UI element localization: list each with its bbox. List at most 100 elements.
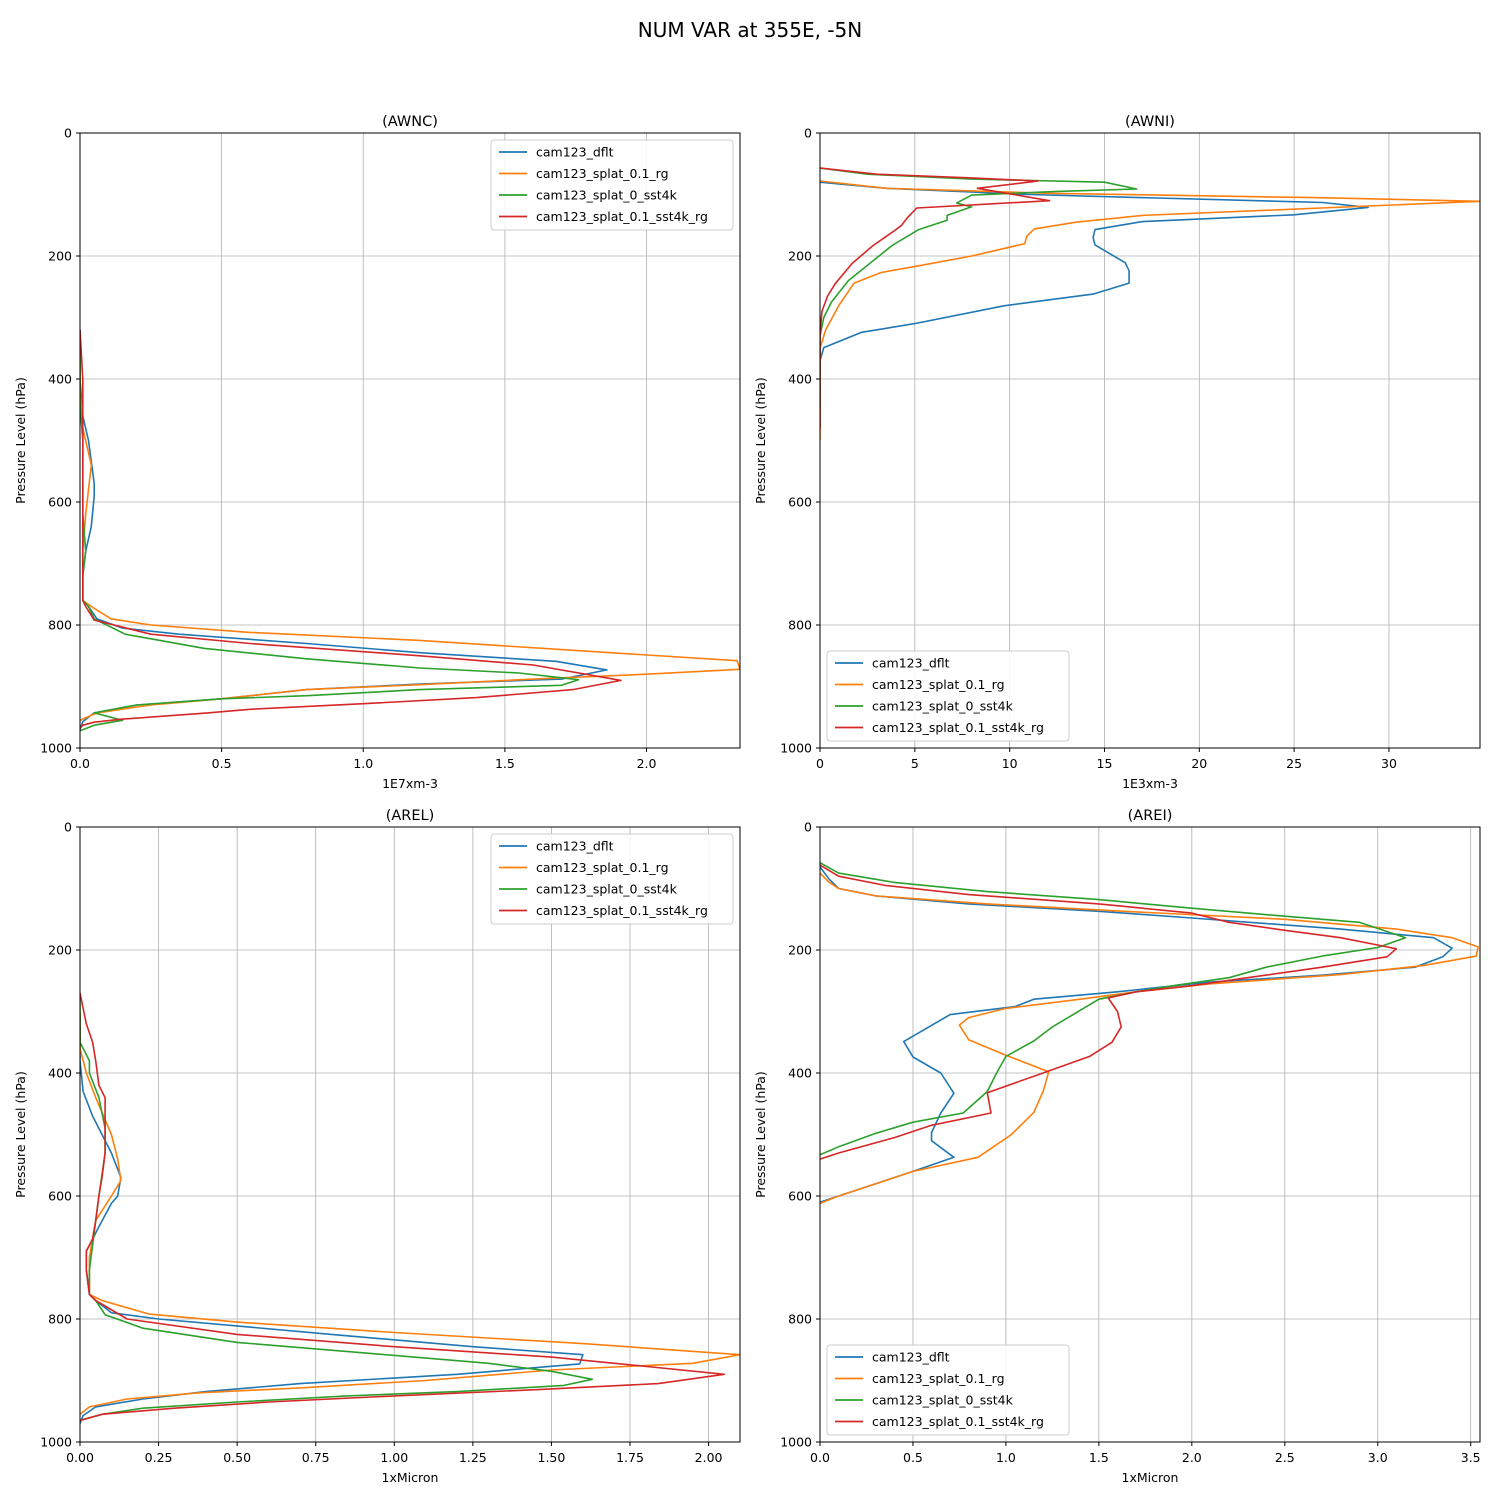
y-tick-label: 400 bbox=[48, 372, 72, 387]
x-tick-label: 25 bbox=[1286, 756, 1302, 771]
subplot-arei: 0.0 0.5 1.0 1.5 2.0 2.5 3.0 3.5 0 200 400 600 800 100… bbox=[753, 808, 1481, 1485]
series-line-cam123_splat_0.1_rg bbox=[80, 336, 740, 722]
legend: cam123_dflt cam123_splat_0.1_rg cam123_spl… bbox=[490, 139, 734, 231]
series-group bbox=[820, 167, 1480, 441]
x-tick-label: 0.5 bbox=[212, 756, 232, 771]
x-tick-label: 2.0 bbox=[637, 756, 657, 771]
legend-box bbox=[826, 650, 1070, 742]
y-axis-label: Pressure Level (hPa) bbox=[753, 1071, 768, 1198]
x-tick-label: 1.5 bbox=[495, 756, 515, 771]
axes-frame bbox=[819, 132, 1481, 749]
legend-label: cam123_splat_0.1_sst4k_rg bbox=[536, 903, 708, 918]
y-tick-label: 200 bbox=[788, 249, 812, 264]
series-line-cam123_splat_0_sst4k bbox=[80, 999, 594, 1422]
legend-label: cam123_splat_0_sst4k bbox=[872, 699, 1014, 714]
series-line-cam123_splat_0.1_sst4k_rg bbox=[80, 329, 622, 729]
x-tick-label: 0 bbox=[816, 756, 824, 771]
x-tick-label: 1.0 bbox=[996, 1450, 1016, 1465]
x-tick-label: 0.50 bbox=[223, 1450, 251, 1465]
series-line-cam123_dflt bbox=[80, 1011, 584, 1424]
x-tick-label: 1.25 bbox=[459, 1450, 487, 1465]
legend-label: cam123_dflt bbox=[872, 656, 950, 671]
x-tick-label: 0.0 bbox=[810, 1450, 830, 1465]
x-tick-label: 1.75 bbox=[616, 1450, 644, 1465]
legend-label: cam123_splat_0.1_sst4k_rg bbox=[872, 1414, 1044, 1429]
legend-label: cam123_splat_0.1_rg bbox=[872, 677, 1005, 692]
subplot-title: (AREI) bbox=[1128, 808, 1173, 824]
y-tick-label: 600 bbox=[788, 495, 812, 510]
x-axis-label: 1xMicron bbox=[1122, 1470, 1179, 1485]
axes-frame bbox=[819, 826, 1481, 1443]
legend-label: cam123_splat_0_sst4k bbox=[536, 188, 678, 203]
y-tick-label: 0 bbox=[64, 126, 72, 141]
subplot-title: (AWNC) bbox=[382, 114, 438, 130]
series-line-cam123_splat_0_sst4k bbox=[80, 336, 580, 732]
y-tick-label: 800 bbox=[788, 1312, 812, 1327]
y-tick-label: 600 bbox=[48, 1189, 72, 1204]
y-tick-label: 800 bbox=[788, 618, 812, 633]
x-tick-label: 0.25 bbox=[145, 1450, 173, 1465]
series-line-cam123_splat_0.1_sst4k_rg bbox=[80, 992, 726, 1422]
x-tick-label: 5 bbox=[911, 756, 919, 771]
subplot-awnc: 0.0 0.5 1.0 1.5 2.0 0 200 400 600 800 1000 (AWNC) 1E… bbox=[13, 114, 741, 791]
series-line-cam123_dflt bbox=[820, 181, 1369, 392]
x-tick-label: 10 bbox=[1002, 756, 1018, 771]
y-tick-label: 1000 bbox=[780, 1435, 812, 1450]
x-axis-label: 1xMicron bbox=[382, 1470, 439, 1485]
y-tick-label: 400 bbox=[788, 372, 812, 387]
subplot-title: (AWNI) bbox=[1125, 114, 1175, 130]
grid bbox=[79, 826, 740, 1443]
legend-label: cam123_splat_0.1_sst4k_rg bbox=[536, 209, 708, 224]
series-line-cam123_splat_0.1_rg bbox=[820, 180, 1480, 441]
x-tick-label: 30 bbox=[1381, 756, 1397, 771]
y-tick-label: 0 bbox=[804, 820, 812, 835]
y-tick-label: 800 bbox=[48, 1312, 72, 1327]
x-tick-label: 1.00 bbox=[380, 1450, 408, 1465]
y-tick-label: 600 bbox=[48, 495, 72, 510]
x-tick-label: 3.5 bbox=[1461, 1450, 1481, 1465]
series-line-cam123_dflt bbox=[820, 866, 1453, 1203]
x-tick-label: 3.0 bbox=[1368, 1450, 1388, 1465]
series-line-cam123_dflt bbox=[80, 329, 608, 730]
series-group bbox=[820, 862, 1479, 1205]
axes-frame bbox=[79, 826, 741, 1443]
legend-label: cam123_dflt bbox=[536, 145, 614, 160]
series-line-cam123_splat_0.1_sst4k_rg bbox=[820, 864, 1398, 1160]
y-tick-label: 400 bbox=[48, 1066, 72, 1081]
y-tick-label: 200 bbox=[788, 943, 812, 958]
x-tick-label: 0.5 bbox=[903, 1450, 923, 1465]
x-tick-label: 0.0 bbox=[70, 756, 90, 771]
x-tick-label: 2.00 bbox=[695, 1450, 723, 1465]
legend-label: cam123_splat_0.1_rg bbox=[536, 166, 669, 181]
x-tick-label: 1.50 bbox=[538, 1450, 566, 1465]
x-tick-label: 2.5 bbox=[1275, 1450, 1295, 1465]
y-tick-label: 1000 bbox=[40, 741, 72, 756]
legend-box bbox=[826, 1344, 1070, 1436]
series-group bbox=[80, 992, 740, 1424]
legend-box bbox=[490, 833, 734, 925]
series-group bbox=[80, 329, 740, 732]
legend: cam123_dflt cam123_splat_0.1_rg cam123_spl… bbox=[490, 833, 734, 925]
legend-label: cam123_dflt bbox=[536, 839, 614, 854]
legend-label: cam123_splat_0.1_sst4k_rg bbox=[872, 720, 1044, 735]
x-axis-label: 1E7xm-3 bbox=[382, 776, 438, 791]
y-tick-label: 400 bbox=[788, 1066, 812, 1081]
x-tick-label: 15 bbox=[1097, 756, 1113, 771]
legend-label: cam123_splat_0.1_rg bbox=[872, 1371, 1005, 1386]
x-tick-label: 0.00 bbox=[66, 1450, 94, 1465]
legend: cam123_dflt cam123_splat_0.1_rg cam123_spl… bbox=[826, 1344, 1070, 1436]
y-tick-label: 1000 bbox=[40, 1435, 72, 1450]
y-tick-label: 0 bbox=[804, 126, 812, 141]
legend-label: cam123_splat_0_sst4k bbox=[536, 882, 678, 897]
x-tick-label: 1.0 bbox=[353, 756, 373, 771]
y-tick-label: 200 bbox=[48, 249, 72, 264]
y-tick-label: 0 bbox=[64, 820, 72, 835]
x-tick-label: 20 bbox=[1191, 756, 1207, 771]
subplot-arel: 0.00 0.25 0.50 0.75 1.00 1.25 1.50 1.75 2.00 0 200… bbox=[13, 808, 741, 1485]
x-tick-label: 0.75 bbox=[302, 1450, 330, 1465]
legend-label: cam123_dflt bbox=[872, 1350, 950, 1365]
subplot-grid: 0.0 0.5 1.0 1.5 2.002004006008001000(AWNC)1E… bbox=[13, 114, 1481, 1485]
subplot-title: (AREL) bbox=[386, 808, 435, 824]
x-tick-label: 2.0 bbox=[1182, 1450, 1202, 1465]
subplot-awni: 0 5 10 15 20 25 30 0 200 400 600 800 1000 (AWNI) 1E3xm… bbox=[753, 114, 1481, 791]
